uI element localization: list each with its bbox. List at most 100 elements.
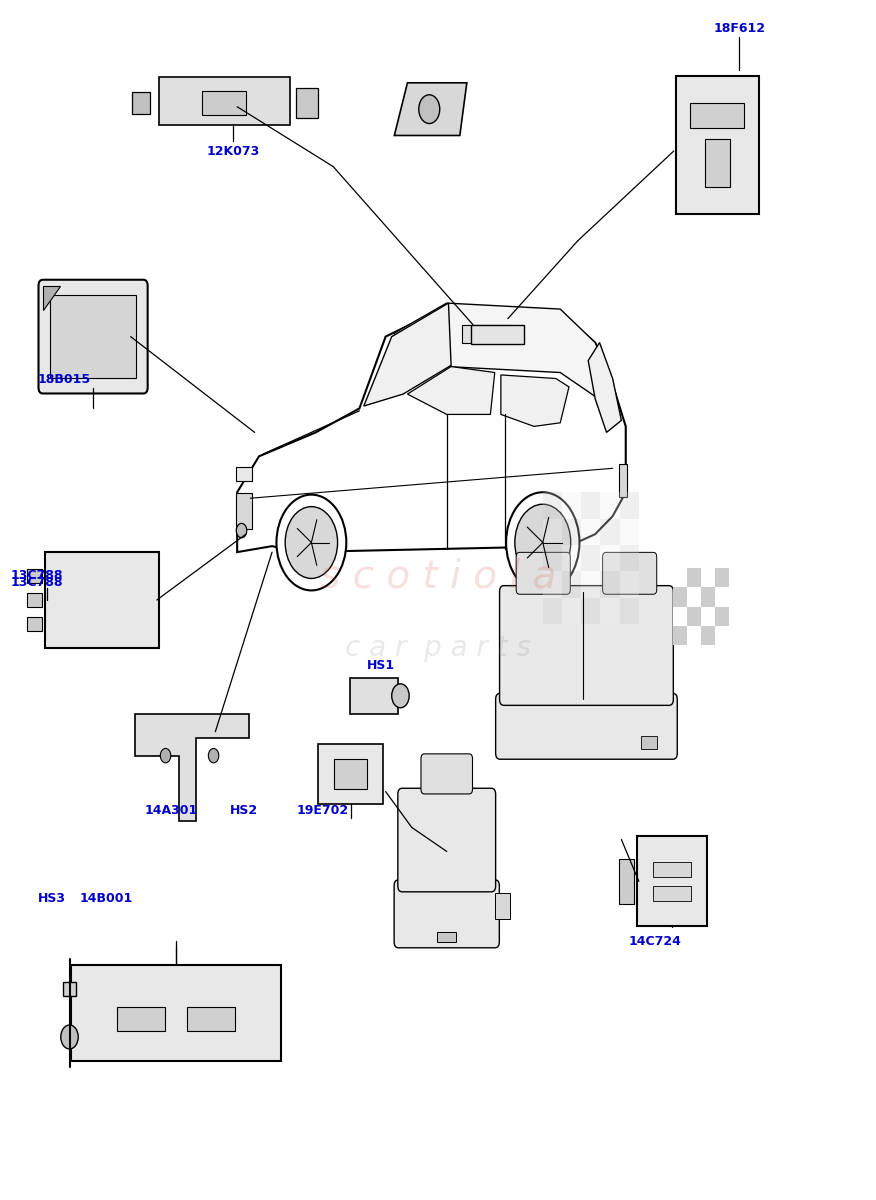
FancyBboxPatch shape [516, 552, 570, 594]
FancyBboxPatch shape [421, 754, 472, 794]
Circle shape [286, 506, 337, 578]
Text: 18F612: 18F612 [713, 22, 766, 35]
Bar [687, 607, 701, 626]
Bar [581, 598, 600, 624]
Bar [701, 607, 716, 626]
Bar [716, 587, 730, 607]
Text: 12K073: 12K073 [206, 145, 259, 158]
Bar [673, 568, 687, 587]
FancyBboxPatch shape [462, 325, 510, 343]
Bar [687, 568, 701, 587]
Bar [600, 545, 619, 571]
Bar [562, 571, 581, 598]
Circle shape [277, 494, 346, 590]
Circle shape [237, 523, 247, 538]
Text: s c o t i o l a: s c o t i o l a [320, 557, 556, 595]
Bar [543, 571, 562, 598]
FancyBboxPatch shape [39, 280, 148, 394]
Text: HS1: HS1 [367, 659, 395, 672]
Text: 14A301: 14A301 [145, 804, 198, 816]
Bar [716, 626, 730, 646]
Bar [701, 626, 716, 646]
Text: 19E702: 19E702 [297, 804, 349, 816]
Bar [687, 587, 701, 607]
Bar [581, 492, 600, 518]
FancyBboxPatch shape [618, 859, 634, 904]
FancyBboxPatch shape [705, 139, 730, 187]
Bar [619, 518, 639, 545]
Polygon shape [501, 374, 569, 426]
FancyBboxPatch shape [394, 880, 499, 948]
Bar [600, 598, 619, 624]
Bar [716, 607, 730, 626]
Text: HS2: HS2 [230, 804, 258, 816]
FancyBboxPatch shape [653, 862, 691, 876]
FancyBboxPatch shape [202, 91, 246, 115]
FancyBboxPatch shape [690, 103, 745, 127]
FancyBboxPatch shape [26, 569, 42, 583]
Bar [600, 571, 619, 598]
Bar [543, 518, 562, 545]
FancyBboxPatch shape [603, 552, 657, 594]
FancyBboxPatch shape [335, 758, 367, 788]
Bar [619, 545, 639, 571]
Text: 14C724: 14C724 [628, 935, 681, 948]
FancyBboxPatch shape [496, 694, 677, 760]
FancyBboxPatch shape [495, 894, 510, 919]
Circle shape [392, 684, 409, 708]
Polygon shape [364, 304, 451, 406]
Polygon shape [407, 366, 495, 414]
Text: HS3: HS3 [38, 893, 66, 905]
Bar [562, 518, 581, 545]
FancyBboxPatch shape [132, 92, 150, 114]
FancyBboxPatch shape [637, 836, 707, 926]
FancyBboxPatch shape [618, 463, 627, 497]
Bar [673, 587, 687, 607]
FancyBboxPatch shape [437, 931, 456, 942]
Bar [687, 626, 701, 646]
FancyBboxPatch shape [117, 1007, 165, 1031]
Bar [673, 607, 687, 626]
Bar [581, 571, 600, 598]
FancyBboxPatch shape [50, 295, 137, 378]
Polygon shape [394, 304, 612, 402]
Text: 13C788: 13C788 [11, 569, 62, 582]
Polygon shape [394, 83, 467, 136]
FancyBboxPatch shape [26, 593, 42, 607]
Bar [543, 598, 562, 624]
Bar [619, 492, 639, 518]
FancyBboxPatch shape [45, 552, 159, 648]
FancyBboxPatch shape [237, 493, 252, 529]
FancyBboxPatch shape [653, 886, 691, 900]
Bar [716, 568, 730, 587]
FancyBboxPatch shape [26, 617, 42, 631]
Circle shape [419, 95, 440, 124]
FancyBboxPatch shape [676, 77, 759, 214]
FancyBboxPatch shape [296, 88, 318, 118]
FancyBboxPatch shape [471, 325, 524, 343]
Bar [600, 492, 619, 518]
Text: 14B001: 14B001 [80, 893, 133, 905]
Bar [543, 492, 562, 518]
FancyBboxPatch shape [237, 467, 252, 481]
Text: c a r  p a r t s: c a r p a r t s [345, 634, 531, 662]
Polygon shape [43, 286, 60, 310]
FancyBboxPatch shape [63, 982, 76, 996]
Polygon shape [588, 342, 621, 432]
Polygon shape [135, 714, 249, 822]
FancyBboxPatch shape [187, 1007, 235, 1031]
Bar [562, 492, 581, 518]
Circle shape [160, 749, 171, 763]
FancyBboxPatch shape [398, 788, 496, 892]
Bar [562, 545, 581, 571]
FancyBboxPatch shape [159, 77, 290, 125]
Bar [701, 568, 716, 587]
Bar [543, 545, 562, 571]
Polygon shape [237, 307, 625, 552]
Circle shape [208, 749, 219, 763]
FancyBboxPatch shape [71, 965, 281, 1061]
Bar [600, 518, 619, 545]
FancyBboxPatch shape [318, 744, 384, 804]
Bar [619, 571, 639, 598]
FancyBboxPatch shape [641, 736, 657, 749]
